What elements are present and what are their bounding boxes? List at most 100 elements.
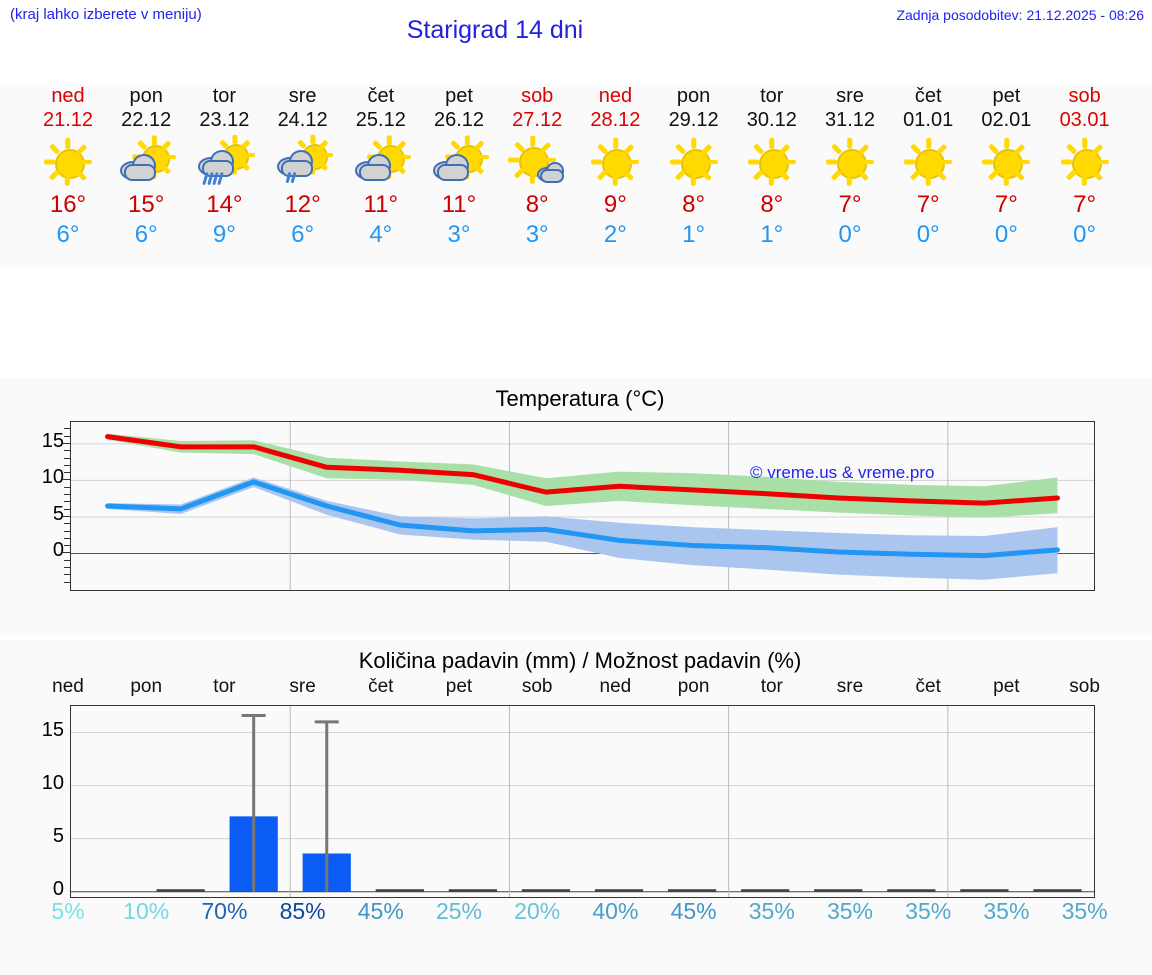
sunny-icon — [733, 134, 811, 190]
copyright-label: © vreme.us & vreme.pro — [750, 463, 935, 482]
day-column[interactable]: sre 31.12 7° 0° — [811, 84, 889, 250]
precipitation-y-tick: 10 — [41, 771, 64, 794]
day-column[interactable]: pet 26.12 11° 3° — [420, 84, 498, 250]
day-date: 26.12 — [433, 109, 485, 131]
day-date: 25.12 — [355, 109, 406, 131]
day-column[interactable]: pon 22.12 15° 6° — [107, 84, 185, 250]
day-max-temp: 16° — [49, 191, 87, 218]
sunny-icon — [967, 134, 1045, 190]
precipitation-probability: 35% — [748, 898, 795, 924]
precipitation-probability: 35% — [983, 898, 1030, 924]
day-min-temp: 3° — [525, 221, 549, 248]
day-min-temp: 0° — [838, 221, 862, 248]
precipitation-day-label: tor — [213, 676, 236, 697]
precipitation-day-label: tor — [760, 676, 783, 697]
page-header: (kraj lahko izberete v meniju) Starigrad… — [0, 0, 1152, 84]
day-name: čet — [367, 85, 395, 107]
temperature-y-tick: 5 — [52, 502, 64, 525]
precipitation-probability: 35% — [905, 898, 952, 924]
temperature-axis-ticks — [62, 421, 71, 591]
temperature-plot-area — [70, 421, 1095, 591]
sunny-icon — [889, 134, 967, 190]
day-min-temp: 2° — [603, 221, 627, 248]
day-column[interactable]: tor 30.12 8° 1° — [733, 84, 811, 250]
precipitation-day-label: čet — [368, 676, 394, 697]
day-max-temp: 14° — [206, 191, 243, 218]
day-name: sre — [288, 85, 317, 107]
partly-cloudy-icon — [107, 134, 185, 190]
precipitation-day-label: čet — [915, 676, 941, 697]
day-min-temp: 4° — [369, 221, 393, 248]
precipitation-probability: 20% — [514, 898, 561, 924]
day-max-temp: 8° — [525, 191, 549, 218]
day-name: sob — [521, 85, 554, 107]
precipitation-day-label: pon — [677, 676, 710, 697]
precipitation-probability: 35% — [826, 898, 874, 924]
day-column[interactable]: čet 25.12 11° 4° — [342, 84, 420, 250]
precipitation-day-label: pet — [993, 676, 1020, 697]
day-max-temp: 8° — [682, 191, 706, 218]
precipitation-day-label: sre — [836, 676, 864, 697]
day-min-temp: 6° — [56, 221, 80, 248]
day-column[interactable]: sob 03.01 7° 0° — [1046, 84, 1124, 250]
temperature-chart-title: Temperatura (°C) — [495, 386, 665, 411]
precipitation-day-label: ned — [599, 676, 632, 697]
precipitation-probability: 35% — [1061, 898, 1108, 924]
day-max-temp: 7° — [1073, 191, 1097, 218]
day-date: 30.12 — [746, 109, 797, 131]
day-date: 22.12 — [121, 109, 172, 131]
last-updated: Zadnja posodobitev: 21.12.2025 - 08:26 — [896, 7, 1144, 23]
precipitation-probability: 25% — [435, 898, 483, 924]
precipitation-y-tick: 15 — [41, 718, 64, 741]
day-name: tor — [212, 85, 237, 107]
sunny-icon — [811, 134, 889, 190]
sunny-icon — [655, 134, 733, 190]
rain-shower-icon — [185, 134, 263, 190]
day-name: tor — [760, 85, 784, 107]
day-name: ned — [598, 85, 633, 107]
precipitation-y-tick: 0 — [52, 877, 64, 900]
day-min-temp: 6° — [134, 221, 158, 248]
day-name: ned — [51, 85, 85, 107]
day-date: 28.12 — [590, 109, 641, 131]
day-column[interactable]: sre 24.12 12° 6° — [264, 84, 342, 250]
day-column[interactable]: ned 28.12 9° 2° — [576, 84, 654, 250]
day-min-temp: 0° — [994, 221, 1018, 248]
temperature-chart-section: Temperatura (°C) 0 5 10 15 — [0, 378, 1152, 633]
day-name: pet — [445, 85, 473, 107]
blank-spacer — [0, 268, 1152, 378]
day-column[interactable]: pon 29.12 8° 1° — [655, 84, 733, 250]
precipitation-probability: 45% — [670, 898, 717, 924]
day-column[interactable]: tor 23.12 14° 9° — [185, 84, 263, 250]
sunny-icon — [1046, 134, 1124, 190]
day-date: 21.12 — [42, 109, 94, 131]
sunny-icon — [29, 134, 107, 190]
precipitation-probability: 10% — [123, 898, 170, 924]
day-date: 27.12 — [512, 109, 563, 131]
light-rain-shower-icon — [264, 134, 342, 190]
day-column[interactable]: ned 21.12 16° 6° — [29, 84, 107, 250]
day-max-temp: 12° — [284, 191, 321, 218]
day-name: pon — [676, 85, 711, 107]
sunny-small-cloud-icon — [498, 134, 576, 190]
temperature-y-tick: 10 — [41, 466, 64, 489]
day-date: 31.12 — [824, 109, 876, 131]
temperature-y-tick: 0 — [52, 539, 64, 562]
day-name: sob — [1068, 85, 1101, 107]
precipitation-day-label: pet — [445, 676, 473, 697]
day-column[interactable]: sob 27.12 8° 3° — [498, 84, 576, 250]
precipitation-day-label: pon — [130, 676, 163, 697]
precipitation-probability: 45% — [357, 898, 404, 924]
day-column[interactable]: pet 02.01 7° 0° — [967, 84, 1045, 250]
day-column[interactable]: čet 01.01 7° 0° — [889, 84, 967, 250]
day-min-temp: 3° — [447, 221, 471, 248]
day-min-temp: 0° — [1073, 221, 1097, 248]
day-min-temp: 0° — [916, 221, 940, 248]
day-name: sre — [836, 85, 864, 107]
day-max-temp: 15° — [128, 191, 165, 218]
day-date: 29.12 — [668, 109, 719, 131]
precipitation-day-label: sob — [1069, 676, 1100, 697]
precipitation-probability: 70% — [201, 898, 248, 924]
day-max-temp: 11° — [441, 191, 477, 218]
daily-forecast-strip: ned 21.12 16° 6° pon 22.12 15° 6° tor 23.12 14° 9° s… — [0, 84, 1152, 268]
